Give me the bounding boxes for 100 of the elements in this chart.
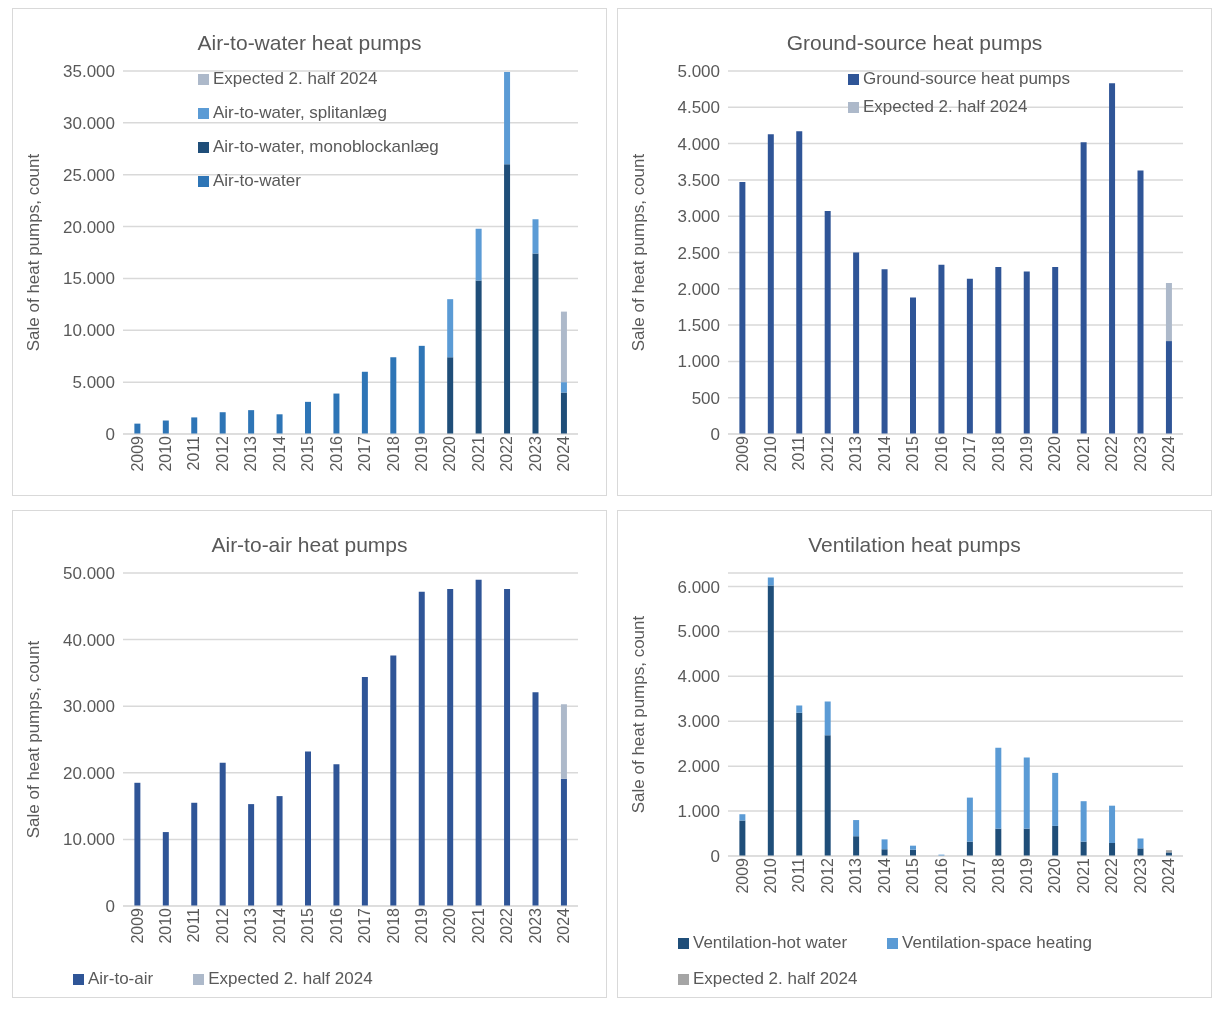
x-tick-label: 2019 xyxy=(412,435,430,472)
x-tick-label: 2013 xyxy=(242,907,260,944)
legend-label: Expected 2. half 2024 xyxy=(863,97,1028,117)
y-tick-label: 20.000 xyxy=(63,217,115,237)
y-tick-label: 1.000 xyxy=(677,802,720,822)
y-axis-title: Sale of heat pumps, count xyxy=(24,153,44,352)
x-tick-label: 2015 xyxy=(904,857,922,894)
x-tick-label: 2014 xyxy=(270,907,288,944)
y-tick-label: 4.500 xyxy=(677,98,720,118)
x-tick-label: 2014 xyxy=(270,435,288,472)
x-tick-label: 2018 xyxy=(989,857,1007,894)
y-axis-title: Sale of heat pumps, count xyxy=(24,640,44,839)
x-tick-label: 2022 xyxy=(498,907,516,944)
y-tick-label: 2.000 xyxy=(677,757,720,777)
y-tick-label: 25.000 xyxy=(63,165,115,185)
y-tick-label: 1.500 xyxy=(677,316,720,336)
x-tick-label: 2020 xyxy=(1046,857,1064,894)
legend-label: Air-to-water, splitanlæg xyxy=(213,103,387,123)
legend-label: Air-to-water, monoblockanlæg xyxy=(213,137,439,157)
x-tick-label: 2021 xyxy=(1074,857,1092,894)
x-tick-label: 2020 xyxy=(1046,435,1064,472)
x-tick-label: 2019 xyxy=(412,907,430,944)
y-tick-label: 0 xyxy=(105,897,115,917)
x-tick-label: 2017 xyxy=(961,857,979,894)
x-tick-label: 2009 xyxy=(733,857,751,894)
x-tick-label: 2022 xyxy=(498,435,516,472)
x-tick-label: 2024 xyxy=(1160,857,1178,894)
x-tick-label: 2016 xyxy=(932,435,950,472)
legend-label: Expected 2. half 2024 xyxy=(213,69,378,89)
legend-label: Air-to-air xyxy=(88,969,154,989)
y-tick-label: 6.000 xyxy=(677,577,720,597)
y-tick-label: 30.000 xyxy=(63,113,115,133)
x-tick-label: 2010 xyxy=(157,907,175,944)
y-tick-label: 0 xyxy=(105,425,115,445)
x-tick-label: 2010 xyxy=(762,435,780,472)
y-tick-label: 1.000 xyxy=(677,352,720,372)
y-tick-label: 3.000 xyxy=(677,207,720,227)
y-tick-label: 40.000 xyxy=(63,630,115,650)
y-tick-label: 0 xyxy=(710,847,720,867)
x-tick-label: 2019 xyxy=(1017,857,1035,894)
chart-title: Air-to-water heat pumps xyxy=(196,31,423,56)
x-tick-label: 2013 xyxy=(847,857,865,894)
x-tick-label: 2015 xyxy=(904,435,922,472)
chart-title: Ground-source heat pumps xyxy=(785,31,1044,56)
y-tick-label: 30.000 xyxy=(63,697,115,717)
x-tick-label: 2024 xyxy=(555,435,573,472)
x-tick-label: 2021 xyxy=(1074,435,1092,472)
x-tick-label: 2009 xyxy=(733,435,751,472)
x-tick-label: 2024 xyxy=(1160,435,1178,472)
legend-label: Ventilation-hot water xyxy=(693,933,848,953)
x-tick-label: 2012 xyxy=(818,435,836,472)
y-tick-label: 3.500 xyxy=(677,170,720,190)
x-tick-label: 2013 xyxy=(847,435,865,472)
x-tick-label: 2009 xyxy=(128,907,146,944)
x-tick-label: 2017 xyxy=(356,435,374,472)
x-tick-label: 2010 xyxy=(157,435,175,472)
x-tick-label: 2022 xyxy=(1103,857,1121,894)
legend-label: Air-to-water xyxy=(213,171,301,191)
y-tick-label: 0 xyxy=(710,425,720,445)
y-tick-label: 500 xyxy=(691,388,720,408)
y-tick-label: 10.000 xyxy=(63,830,115,850)
x-tick-label: 2016 xyxy=(327,907,345,944)
x-tick-label: 2014 xyxy=(875,857,893,894)
y-tick-label: 50.000 xyxy=(63,564,115,584)
y-tick-label: 2.500 xyxy=(677,243,720,263)
y-axis-title: Sale of heat pumps, count xyxy=(629,615,649,814)
x-tick-label: 2020 xyxy=(441,435,459,472)
y-tick-label: 4.000 xyxy=(677,667,720,687)
x-tick-label: 2011 xyxy=(790,435,808,471)
x-tick-label: 2021 xyxy=(469,907,487,944)
x-tick-label: 2011 xyxy=(185,435,203,471)
x-tick-label: 2010 xyxy=(762,857,780,894)
x-tick-label: 2023 xyxy=(526,435,544,472)
y-tick-label: 5.000 xyxy=(72,373,115,393)
x-tick-label: 2024 xyxy=(555,907,573,944)
x-tick-label: 2017 xyxy=(961,435,979,472)
x-tick-label: 2015 xyxy=(299,435,317,472)
chart-title: Air-to-air heat pumps xyxy=(210,533,409,558)
y-tick-label: 5.000 xyxy=(677,62,720,82)
chart-title: Ventilation heat pumps xyxy=(807,533,1022,558)
x-tick-label: 2020 xyxy=(441,907,459,944)
y-tick-label: 15.000 xyxy=(63,269,115,289)
y-tick-label: 5.000 xyxy=(677,622,720,642)
y-axis-title: Sale of heat pumps, count xyxy=(629,153,649,352)
x-tick-label: 2022 xyxy=(1103,435,1121,472)
y-tick-label: 20.000 xyxy=(63,763,115,783)
legend-label: Expected 2. half 2024 xyxy=(208,969,373,989)
x-tick-label: 2012 xyxy=(818,857,836,894)
x-tick-label: 2011 xyxy=(185,907,203,943)
x-tick-label: 2023 xyxy=(1131,857,1149,894)
x-tick-label: 2013 xyxy=(242,435,260,472)
x-tick-label: 2012 xyxy=(213,907,231,944)
x-tick-label: 2014 xyxy=(875,435,893,472)
x-tick-label: 2018 xyxy=(384,907,402,944)
y-tick-label: 3.000 xyxy=(677,712,720,732)
x-tick-label: 2009 xyxy=(128,435,146,472)
x-tick-label: 2023 xyxy=(1131,435,1149,472)
x-tick-label: 2011 xyxy=(790,857,808,893)
x-tick-label: 2019 xyxy=(1017,435,1035,472)
y-tick-label: 2.000 xyxy=(677,279,720,299)
